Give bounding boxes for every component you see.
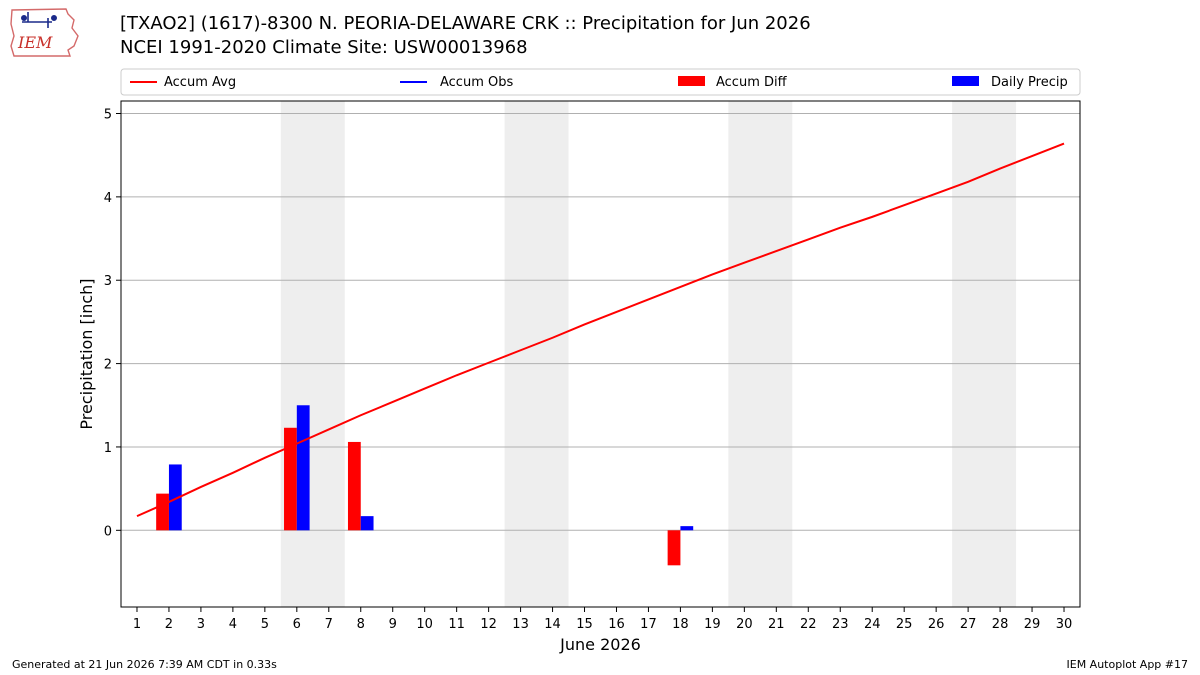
- x-tick-label-28: 28: [992, 617, 1009, 632]
- legend-label-accum-diff: Accum Diff: [716, 75, 788, 90]
- x-tick-label-19: 19: [704, 617, 721, 632]
- x-tick-label-9: 9: [389, 617, 397, 632]
- x-tick-label-5: 5: [261, 617, 269, 632]
- x-axis-label: June 2026: [559, 635, 641, 654]
- daily-precip-bar-day-2: [168, 464, 182, 531]
- weekend-shade-2: [728, 101, 793, 607]
- y-axis-label: Precipitation [inch]: [77, 278, 96, 429]
- x-tick-label-12: 12: [480, 617, 497, 632]
- x-tick-label-1: 1: [133, 617, 141, 632]
- chart-subtitle: NCEI 1991-2020 Climate Site: USW00013968: [120, 37, 528, 58]
- x-tick-label-3: 3: [197, 617, 205, 632]
- daily-precip-bar-day-8: [360, 516, 374, 531]
- legend-label-accum-obs: Accum Obs: [440, 75, 513, 90]
- logo-text: IEM: [17, 33, 53, 52]
- axes: 1 2 3 4 5 6 7 8 9 10 11 12 13 14 15 16 17 18 19 20 21 22 23 24 2…: [104, 108, 1073, 632]
- x-tick-label-27: 27: [960, 617, 977, 632]
- x-tick-label-10: 10: [416, 617, 433, 632]
- x-tick-label-7: 7: [325, 617, 333, 632]
- daily-precip-bar-day-6: [296, 405, 310, 531]
- x-tick-label-6: 6: [293, 617, 301, 632]
- x-tick-label-4: 4: [229, 617, 237, 632]
- legend: Accum Avg Accum Obs Accum Diff Daily Precip: [120, 68, 1081, 96]
- lines: [136, 142, 1065, 518]
- generated-timestamp: Generated at 21 Jun 2026 7:39 AM CDT in …: [12, 658, 277, 671]
- y-tick-label-0: 0: [104, 524, 112, 539]
- plot-frame: [120, 100, 1081, 608]
- x-tick-label-18: 18: [672, 617, 689, 632]
- legend-symbol-accum-diff: [678, 76, 705, 86]
- x-tick-label-16: 16: [608, 617, 625, 632]
- accum-diff-bar-day-6: [284, 427, 297, 531]
- x-tick-label-25: 25: [896, 617, 913, 632]
- y-tick-label-1: 1: [104, 441, 112, 456]
- weather-station-icon: [21, 12, 57, 28]
- x-tick-label-26: 26: [928, 617, 945, 632]
- accum-diff-bar-day-8: [347, 441, 361, 531]
- bars: [156, 405, 694, 566]
- chart-title: [TXAO2] (1617)-8300 N. PEORIA-DELAWARE C…: [120, 13, 811, 34]
- daily-precip-bar-day-18: [680, 526, 694, 531]
- x-tick-label-8: 8: [357, 617, 365, 632]
- x-tick-label-20: 20: [736, 617, 753, 632]
- iem-logo: IEM: [10, 8, 79, 57]
- legend-label-daily-precip: Daily Precip: [991, 75, 1068, 90]
- x-tick-label-21: 21: [768, 617, 785, 632]
- x-tick-label-2: 2: [165, 617, 173, 632]
- y-tick-label-2: 2: [104, 358, 112, 373]
- legend-box: [120, 68, 1081, 96]
- x-tick-label-14: 14: [544, 617, 561, 632]
- y-tick-label-3: 3: [104, 274, 112, 289]
- x-tick-label-24: 24: [864, 617, 881, 632]
- x-tick-label-15: 15: [576, 617, 593, 632]
- x-tick-label-22: 22: [800, 617, 817, 632]
- accum-diff-bar-day-18: [667, 530, 681, 566]
- x-tick-label-23: 23: [832, 617, 849, 632]
- legend-label-accum-avg: Accum Avg: [164, 75, 236, 90]
- x-tick-label-11: 11: [448, 617, 465, 632]
- weekend-shading: [280, 101, 1017, 607]
- accum-avg-line: [136, 142, 1065, 518]
- y-tick-label-4: 4: [104, 191, 112, 206]
- weekend-shade-0: [280, 101, 345, 607]
- accum-diff-bar-day-2: [156, 493, 169, 531]
- app-credit: IEM Autoplot App #17: [1066, 658, 1189, 671]
- x-tick-label-17: 17: [640, 617, 657, 632]
- x-tick-label-30: 30: [1056, 617, 1073, 632]
- x-tick-label-29: 29: [1024, 617, 1041, 632]
- legend-symbol-daily-precip: [952, 76, 979, 86]
- grid-lines: [121, 113, 1080, 531]
- y-tick-label-5: 5: [104, 108, 112, 123]
- weekend-shade-3: [952, 101, 1017, 607]
- weekend-shade-1: [504, 101, 569, 607]
- x-tick-label-13: 13: [512, 617, 529, 632]
